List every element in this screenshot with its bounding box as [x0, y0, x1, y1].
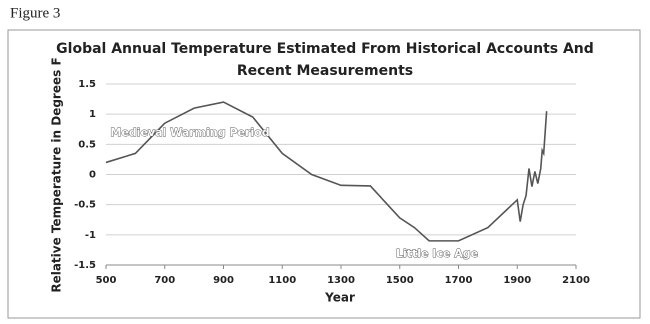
figure-label: Figure 3 — [10, 5, 60, 21]
y-tick-label: 1.5 — [78, 79, 96, 90]
annotation: Medieval Warming Period — [110, 126, 269, 139]
y-tick-label: -1.5 — [74, 260, 96, 271]
x-tick-label: 700 — [154, 275, 175, 286]
y-tick-label: -1 — [85, 230, 96, 241]
annotation: Little Ice Age — [396, 247, 478, 260]
x-tick-label: 2100 — [562, 275, 590, 286]
y-axis-title: Relative Temperature in Degrees F — [50, 57, 64, 292]
x-tick-label: 900 — [213, 275, 234, 286]
x-tick-label: 1300 — [327, 275, 355, 286]
data-line — [105, 101, 548, 242]
x-axis-title: Year — [324, 291, 355, 305]
x-tick-label: 1900 — [503, 275, 531, 286]
y-tick-label: 0 — [89, 170, 96, 181]
y-tick-label: 0.5 — [78, 139, 96, 150]
x-tick-label: 1500 — [386, 275, 414, 286]
x-tick-label: 500 — [96, 275, 117, 286]
chart-frame — [7, 29, 641, 319]
x-tick-label: 1100 — [268, 275, 296, 286]
chart-title: Recent Measurements — [237, 63, 413, 79]
y-tick-label: -0.5 — [74, 200, 96, 211]
y-tick-label: 1 — [89, 109, 96, 120]
chart-title: Global Annual Temperature Estimated From… — [56, 41, 594, 57]
x-tick-label: 1700 — [445, 275, 473, 286]
